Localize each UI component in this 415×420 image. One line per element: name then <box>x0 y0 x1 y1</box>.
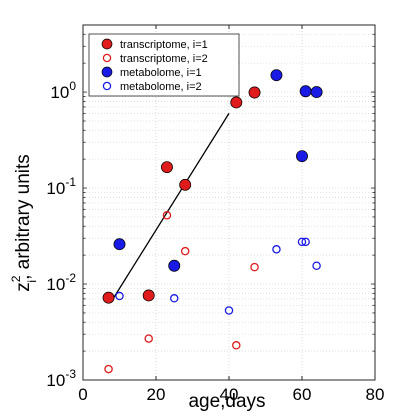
legend: transcriptome, i=1 transcriptome, i=2 meta… <box>88 33 240 97</box>
data-point-series-4 <box>297 237 307 247</box>
y-tick-label: 100 <box>50 79 76 102</box>
data-point-series-4 <box>169 294 179 303</box>
y-tick-label-exponent: 0 <box>69 79 76 93</box>
y-tick-label-exponent: -2 <box>65 271 76 285</box>
data-point-series-4 <box>224 306 234 315</box>
legend-marker-4 <box>102 81 112 91</box>
y-tick-label-base: 10 <box>46 371 65 390</box>
fit-line <box>111 113 230 301</box>
legend-box <box>88 33 240 97</box>
x-axis-label: age,days <box>188 391 265 412</box>
legend-entry-1: transcriptome, i=1 <box>120 39 208 51</box>
y-axis-label-subscript: i <box>25 280 39 283</box>
data-point-series-1 <box>160 161 173 174</box>
data-point-series-2 <box>232 341 241 350</box>
y-tick-label: 10-1 <box>46 175 76 198</box>
data-point-series-3 <box>113 238 126 251</box>
legend-entry-4: metabolome, i=2 <box>120 81 202 93</box>
data-point-series-1 <box>142 289 155 302</box>
data-point-series-2 <box>180 246 190 256</box>
data-point-series-3 <box>310 86 323 99</box>
x-tick-label: 60 <box>293 385 312 404</box>
y-tick-label-base: 10 <box>50 83 69 102</box>
data-point-series-2 <box>104 364 113 374</box>
y-axis-label-superscript: 2 <box>9 275 23 282</box>
data-point-series-2 <box>162 211 172 220</box>
y-tick-label-exponent: -3 <box>65 367 76 381</box>
legend-marker-2 <box>102 53 112 63</box>
y-axis-label: z2 i, arbitrary units <box>9 154 39 292</box>
legend-entry-2: transcriptome, i=2 <box>120 53 208 65</box>
y-tick-label: 10-3 <box>46 367 76 390</box>
data-point-series-4 <box>312 261 321 271</box>
data-point-series-3 <box>299 85 312 98</box>
x-tick-label: 0 <box>78 385 87 404</box>
y-tick-label-exponent: -1 <box>65 175 76 189</box>
data-point-series-2 <box>250 262 259 272</box>
data-point-series-2 <box>144 334 153 343</box>
data-point-series-1 <box>102 291 115 304</box>
legend-entry-3: metabolome, i=1 <box>120 67 202 79</box>
data-point-series-3 <box>168 259 181 272</box>
legend-marker-3 <box>101 66 113 78</box>
data-point-series-1 <box>230 96 243 109</box>
data-point-series-1 <box>248 86 261 99</box>
data-point-series-4 <box>272 245 281 254</box>
fit-line-group <box>111 113 230 301</box>
data-point-series-1 <box>179 178 192 191</box>
y-tick-label-base: 10 <box>46 275 65 294</box>
data-point-series-3 <box>296 150 308 163</box>
y-tick-label: 10-2 <box>46 271 76 294</box>
x-tick-label: 40 <box>220 385 239 404</box>
y-axis-label-symbol: z <box>13 282 34 292</box>
y-tick-label-base: 10 <box>46 179 65 198</box>
data-point-series-4 <box>301 237 310 247</box>
data-point-series-3 <box>270 69 283 82</box>
x-tick-label: 20 <box>147 385 166 404</box>
legend-marker-1 <box>101 38 113 50</box>
x-tick-label: 80 <box>366 385 385 404</box>
data-point-series-4 <box>115 291 124 301</box>
y-axis-label-text: , arbitrary units <box>13 154 34 280</box>
